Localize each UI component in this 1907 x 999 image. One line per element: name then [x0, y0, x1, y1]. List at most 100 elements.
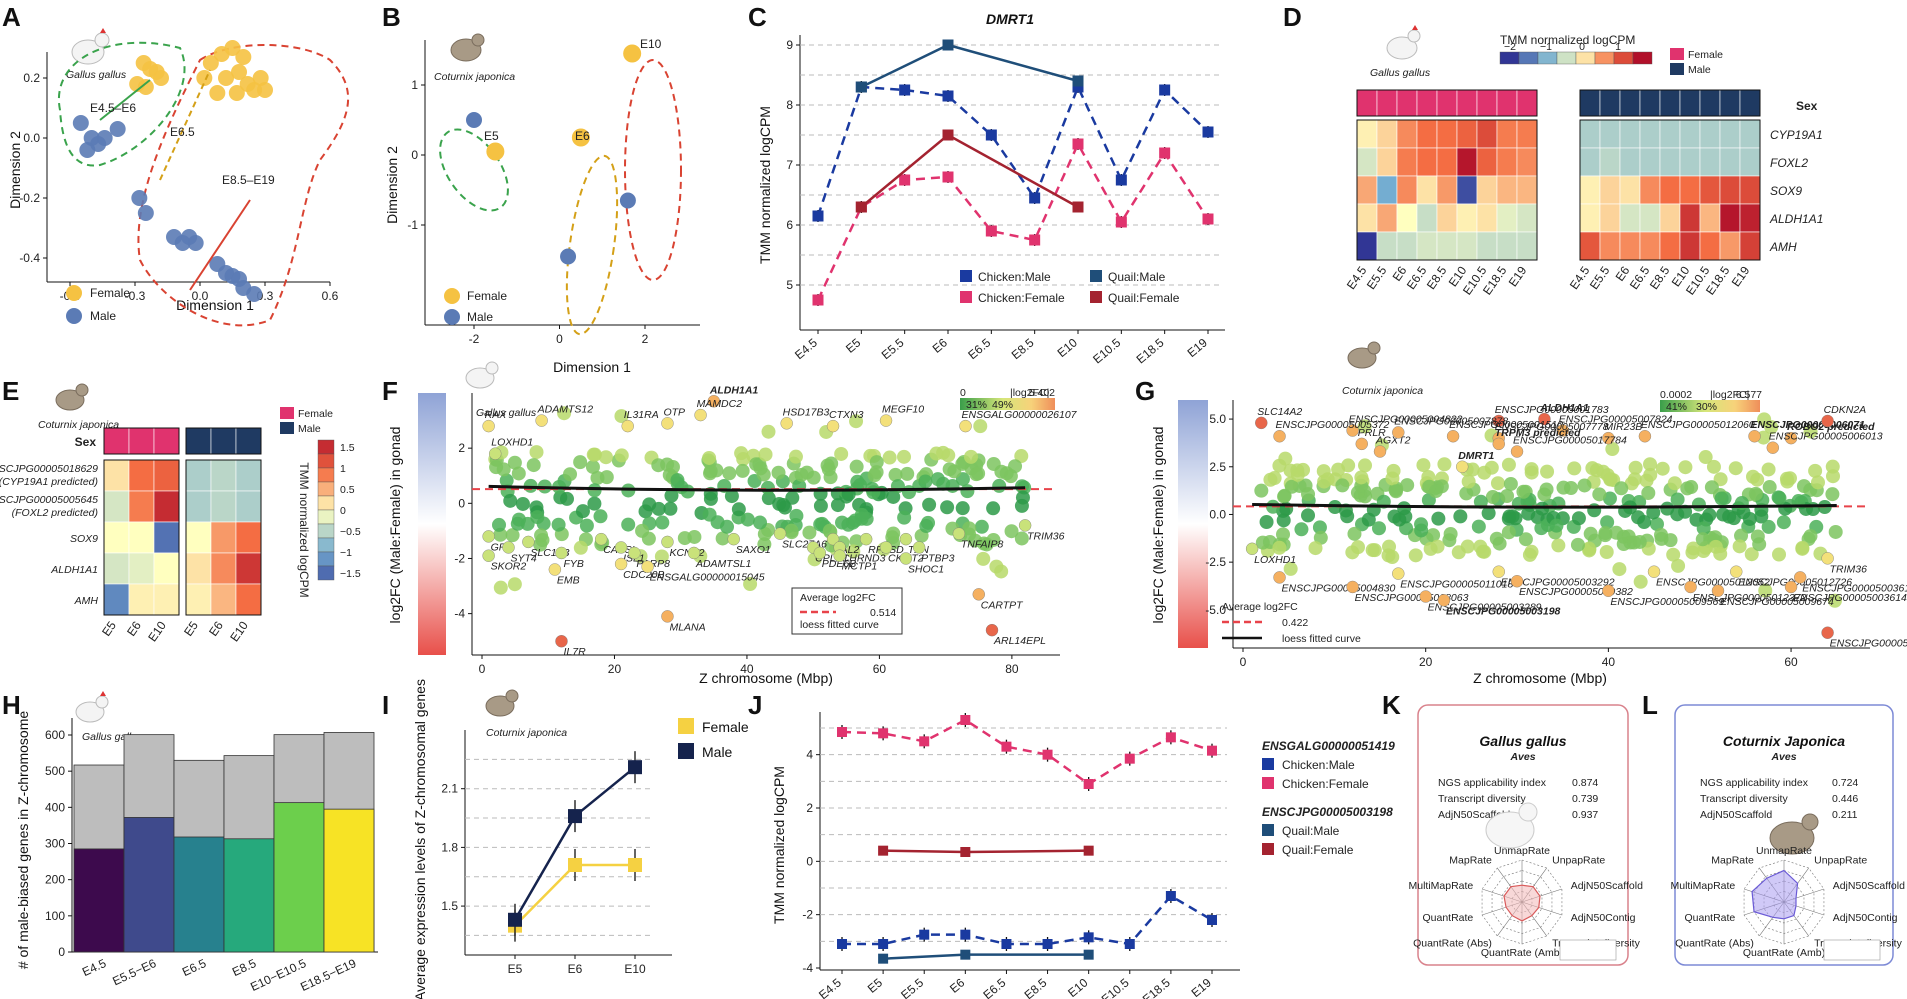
gene-labels-g: SLC14A2 ENSCJPG00005004822ENSCJPG00005005… [1245, 402, 1907, 650]
point-i-1-0 [508, 912, 522, 927]
heat-cell-e-4-1 [128, 583, 155, 616]
scale-cell-e-1 [317, 453, 335, 469]
gene-point-g-157 [1761, 519, 1776, 534]
i-xtick-label-0: E5 [508, 962, 523, 976]
gene-label-g-3: PRLR [1358, 427, 1386, 439]
i-ytick-label-2: 2.1 [441, 782, 458, 796]
scale-tick-e-5: −1 [340, 547, 352, 559]
gene-label-f-9: ENSGALG00000026107 [962, 409, 1078, 421]
point-c-3-1 [942, 129, 954, 141]
male-point-b-2 [619, 192, 636, 209]
heat-cell-d-2-5 [1456, 175, 1478, 205]
gene-point-g-282 [1752, 537, 1767, 552]
heat-cell-d-3-8 [1516, 203, 1538, 233]
scale-tick-d-0: −2 [1504, 41, 1516, 53]
gene-point-g-289 [1503, 476, 1518, 491]
x-label-g: Z chromosome (Mbp) [1473, 670, 1607, 686]
gene-label-f-27: CHRND3 [842, 552, 886, 564]
gene-point-g-302 [1704, 480, 1719, 495]
heat-cell-d-4-1 [1376, 231, 1398, 261]
heat-cell-d-1-16 [1719, 147, 1741, 177]
panel-f: F 20-2-4 0 20 40 60 80 log2FC (Male:Female) … [382, 361, 1078, 686]
gene-point-f-166 [702, 450, 717, 465]
gene-point-g-279 [1589, 463, 1604, 478]
scale-cell-e-2 [317, 467, 335, 483]
point-i-0-1 [568, 858, 582, 872]
heat-cell-d-1-14 [1679, 147, 1701, 177]
gene-point-g-174 [1758, 583, 1773, 598]
gene-point-f-80 [654, 549, 669, 564]
legend-female-b: Female [467, 289, 507, 303]
gene-point-g-158 [1263, 472, 1278, 487]
male-point-a-5 [109, 121, 126, 137]
gene-point-f-47 [1014, 449, 1029, 464]
gene-point-f-241 [530, 510, 545, 525]
gene-point-g-304 [1627, 472, 1642, 487]
heat-cell-d-1-10 [1599, 147, 1621, 177]
legend-swatch-j-0 [1262, 758, 1274, 770]
heat-cell-e-4-3 [185, 583, 212, 616]
gene-point-f-211 [734, 446, 749, 461]
heat-cell-d-3-1 [1376, 203, 1398, 233]
a-xtick-label-1: -0.3 [125, 289, 146, 303]
heat-cell-d-0-12 [1639, 119, 1661, 149]
gene-point-f-248 [784, 523, 799, 538]
point-j-2-1 [960, 949, 971, 960]
heat-cell-e-2-5 [235, 521, 262, 554]
gene-label-g-9: ENSCJPG00005007824 [1559, 414, 1673, 426]
y-ticks-a: 0.2 0.0 -0.2 -0.4 [19, 71, 47, 265]
gene-point-g-239 [1492, 536, 1507, 551]
row-label-e-3: ALDH1A1 [50, 564, 98, 576]
j-ytick-label-2: 0 [806, 854, 813, 868]
heat-cell-d-3-16 [1719, 203, 1741, 233]
point-c-1-2 [899, 174, 911, 186]
gene-point-f-169 [794, 467, 809, 482]
y-label-b: Dimension 2 [384, 146, 400, 224]
g-ytick-label-3: -2.5 [1205, 555, 1226, 569]
panel-label-k: K [1382, 690, 1401, 720]
scale-tick-d-3: 1 [1615, 41, 1621, 53]
gene-point-f-205 [885, 530, 900, 545]
gene-point-f-15 [590, 470, 605, 485]
gene-dot-f-11 [482, 530, 495, 543]
gene-dot-f-39 [985, 623, 999, 637]
group-ellipse-e10-b [624, 59, 682, 281]
heat-cell-d-1-13 [1659, 147, 1681, 177]
gene-point-g-177 [1335, 478, 1350, 493]
i-xtick-label-1: E6 [568, 962, 583, 976]
gene-point-g-197 [1490, 476, 1505, 491]
gene-point-g-208 [1696, 521, 1711, 536]
gene-point-g-268 [1354, 470, 1369, 485]
gene-label-f-3: MAMDC2 [697, 398, 743, 410]
point-c-1-7 [1115, 216, 1127, 228]
gene-dot-f-17 [595, 532, 608, 546]
quail-icon [1769, 813, 1819, 855]
gene-dot-f-22 [687, 546, 701, 560]
metric-name-l-1: Transcript diversity [1700, 793, 1788, 805]
panel-label-e: E [2, 376, 19, 406]
gene-point-g-86 [1471, 519, 1486, 534]
legend-female-e: Female [298, 408, 333, 420]
gene-dot-f-10 [489, 447, 502, 460]
loess-curve-g [1252, 503, 1837, 509]
gene-point-g-199 [1598, 526, 1613, 541]
scale-cell-d-4 [1575, 51, 1596, 65]
series-c [812, 39, 1214, 306]
species-label-d: Gallus gallus [1370, 67, 1431, 79]
legend-label-j-0: Chicken:Male [1282, 758, 1355, 772]
y-label-g: log2FC (Male:Female) in gonad [1150, 427, 1166, 624]
group-label-b-2: E10 [640, 37, 662, 51]
gene-dot-f-4 [661, 417, 674, 430]
species-label-e: Coturnix japonica [38, 419, 119, 431]
gene-point-g-191 [1686, 541, 1701, 556]
gene-dot-f-13 [502, 541, 515, 554]
gene-point-g-21 [1518, 532, 1533, 547]
gene-dot-g-5 [1492, 414, 1505, 428]
gene-point-f-33 [493, 580, 508, 595]
y-ticks-h: 0 100 200 300 400 500 600 [45, 728, 72, 959]
row-label-e-1: ENSCJPG00005005645 [0, 494, 98, 506]
h-xtick-label-4: E10−E10.5 [248, 956, 308, 994]
scale-pct-f-1: 49% [992, 399, 1013, 411]
panel-label-l: L [1642, 690, 1658, 720]
heat-cell-e-0-1 [128, 459, 155, 492]
